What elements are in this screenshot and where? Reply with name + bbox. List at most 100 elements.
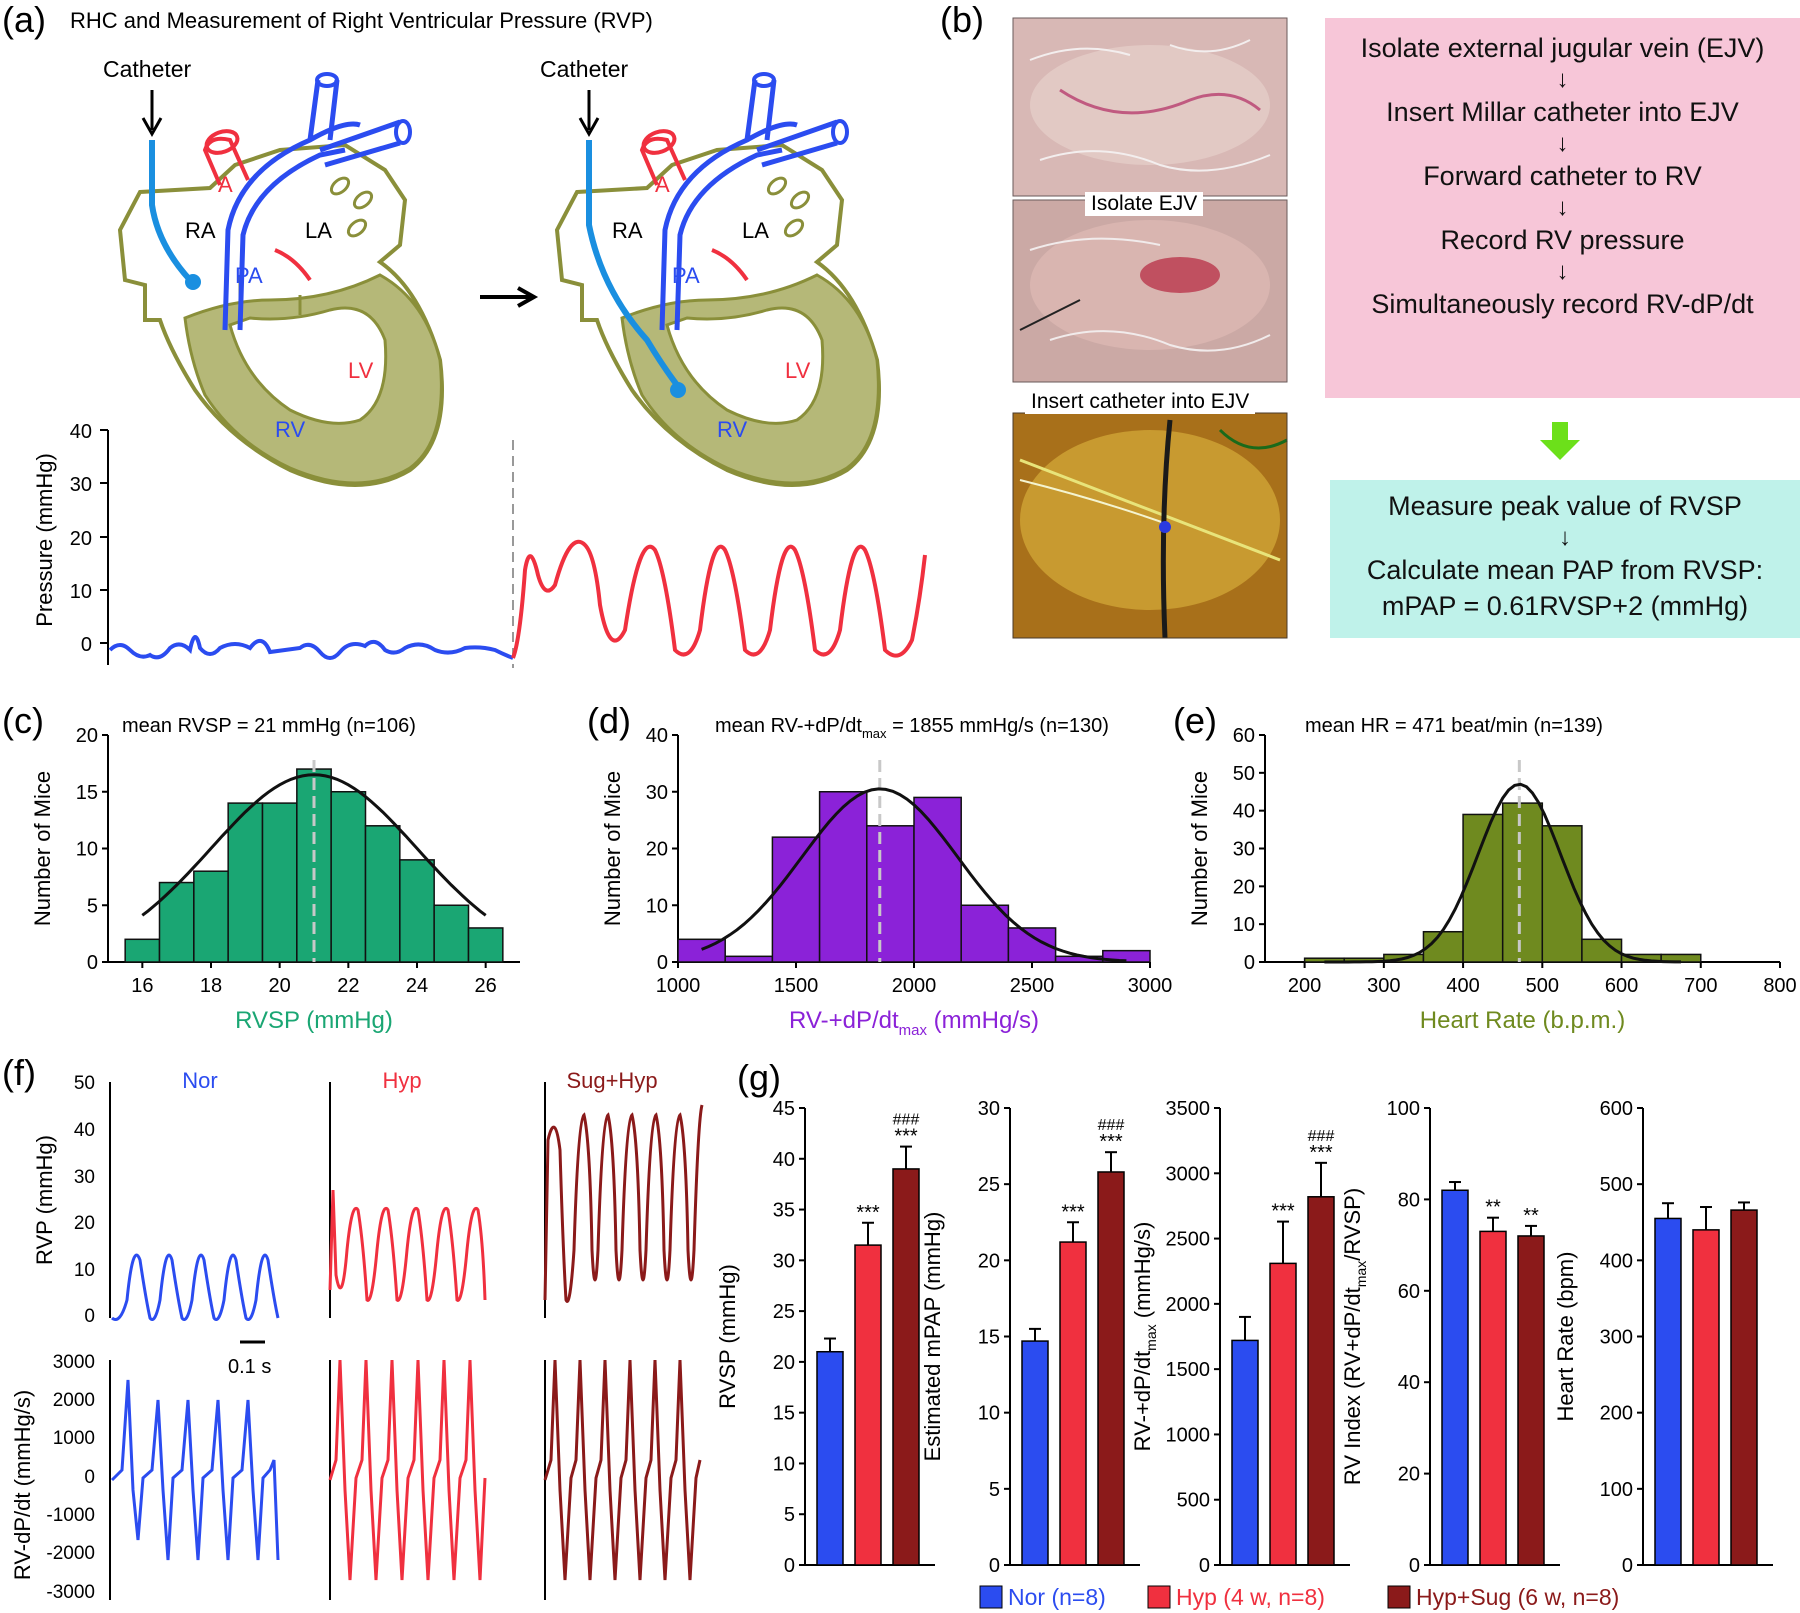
y-axis-label-sub: max — [1143, 1324, 1159, 1350]
y-tick-label: 30 — [773, 1250, 795, 1272]
pressure-trace-after — [511, 539, 927, 659]
y-axis-label: RVSP (mmHg) — [715, 1264, 740, 1409]
analysis-step-3: mPAP = 0.61RVSP+2 (mmHg) — [1381, 591, 1749, 621]
panel-e-label: (e) — [1173, 700, 1217, 741]
histogram-bar — [818, 791, 868, 963]
pa-top-opening — [752, 72, 776, 88]
y-tick-label: 20 — [773, 1352, 795, 1374]
y-tick-label: 10 — [1233, 914, 1255, 936]
flow-arrow-icon: ↓ — [1556, 194, 1569, 221]
photo-dissection-2 — [1012, 199, 1288, 383]
y-axis-label: RV-+dP/dtmax (mmHg/s) — [1130, 1222, 1159, 1452]
legend-swatch-nor — [979, 1585, 1003, 1609]
y-tick-label: 20 — [1233, 876, 1255, 898]
dpdt-tick: 1000 — [53, 1428, 95, 1449]
y-tick-label: 5 — [784, 1504, 795, 1526]
scale-bar: 0.1 s — [228, 1340, 271, 1378]
x-tick-label: 200 — [1288, 975, 1321, 997]
histogram-bar — [193, 870, 229, 963]
bar — [816, 1350, 844, 1566]
static-layer: (a) RHC and Measurement of Right Ventric… — [2, 0, 1619, 1610]
chart-layer: 16 18 20 22 24 26 0 5 10 15 20 Number of Mice RVSP (… — [30, 725, 1797, 1577]
protocol-step-2: Insert Millar catheter into EJV — [1386, 97, 1739, 127]
significance-label: *** — [1061, 1201, 1085, 1223]
flow-arrow-icon: ↓ — [1556, 258, 1569, 285]
x-tick-label: 26 — [475, 975, 497, 997]
chamber-PA: PA — [672, 263, 700, 288]
photo-catheter — [1012, 412, 1288, 639]
chamber-RA: RA — [185, 218, 216, 243]
histogram-bar — [227, 802, 264, 963]
y-tick-label: 0 — [1244, 952, 1255, 974]
x-axis-label-prefix: RV-+dP/dt — [789, 1007, 899, 1034]
panel-a-label: (a) — [2, 0, 46, 40]
histogram-bar — [124, 938, 161, 963]
la-valve — [711, 248, 749, 282]
y-tick-label: 15 — [978, 1327, 1000, 1349]
y-tick-label: 0 — [989, 1555, 1000, 1577]
protocol-step-5: Simultaneously record RV-dP/dt — [1371, 289, 1754, 319]
aorta-opening — [641, 129, 677, 155]
y-tick-label: 0 — [784, 1555, 795, 1577]
catheter-label: Catheter — [540, 56, 629, 82]
bar — [1517, 1235, 1545, 1566]
y-tick-label: 20 — [978, 1250, 1000, 1272]
bar — [1097, 1171, 1125, 1566]
y-tick-label: 100 — [1387, 1098, 1420, 1120]
catheter-tip — [185, 274, 201, 290]
y-tick-label: 20 — [646, 839, 668, 861]
heart-outline — [117, 142, 444, 487]
y-tick-label: 40 — [773, 1149, 795, 1171]
pulmonary-artery — [659, 79, 798, 331]
y-tick-label: 60 — [1233, 725, 1255, 747]
x-tick-label: 18 — [200, 975, 222, 997]
y-axis-label: Number of Mice — [30, 771, 55, 926]
bar — [1059, 1241, 1087, 1566]
catheter-tip — [670, 382, 686, 398]
dpdt-trace-nor — [110, 1379, 280, 1561]
bar — [1730, 1209, 1758, 1566]
x-axis-label: Heart Rate (b.p.m.) — [1420, 1007, 1625, 1034]
legend-swatch-hyp — [1147, 1585, 1171, 1609]
bar — [1479, 1230, 1507, 1566]
legend-label-sug: Hyp+Sug (6 w, n=8) — [1416, 1584, 1619, 1610]
x-tick-label: 400 — [1446, 975, 1479, 997]
chamber-RV: RV — [717, 417, 747, 442]
hash-label: ### — [1308, 1128, 1335, 1145]
group-label-nor: Nor — [182, 1068, 217, 1093]
pulmonary-vein-1 — [766, 176, 788, 196]
pa-right-opening — [394, 119, 412, 145]
group-label-sug: Sug+Hyp — [566, 1068, 657, 1093]
histogram-bar — [1501, 802, 1544, 963]
x-tick-label: 1000 — [656, 975, 701, 997]
histogram-bar — [399, 859, 435, 963]
histogram-bar — [913, 796, 962, 963]
aorta — [639, 136, 687, 186]
significance-label: ** — [1523, 1205, 1539, 1227]
y-axis-label-prefix: RV Index (RV+dP/dt — [1340, 1287, 1365, 1485]
y-tick-label: 10 — [646, 895, 668, 917]
la-valve — [274, 248, 312, 282]
panel-g-label: (g) — [737, 1057, 781, 1098]
y-tick-label: 100 — [1600, 1479, 1633, 1501]
dpdt-tick: -1000 — [46, 1505, 95, 1526]
chamber-LA: LA — [305, 218, 332, 243]
bar — [1307, 1196, 1335, 1566]
rvp-trace-nor — [111, 1253, 280, 1321]
analysis-step-2: Calculate mean PAP from RVSP: — [1366, 555, 1764, 585]
y-axis-label: Number of Mice — [600, 771, 625, 926]
y-tick-label: 2500 — [1166, 1229, 1211, 1251]
y-tick-label: 0 — [1199, 1555, 1210, 1577]
y-tick-label: 40 — [1398, 1372, 1420, 1394]
histogram-bar — [724, 955, 774, 963]
legend-swatch-sug — [1387, 1585, 1411, 1609]
y-tick-label: 30 — [1233, 839, 1255, 861]
significance-label: *** — [856, 1202, 880, 1224]
bar — [1654, 1217, 1682, 1566]
catheter-label: Catheter — [103, 56, 192, 82]
y-tick-label: 30 — [646, 782, 668, 804]
annotation-suffix: = 1855 mmHg/s (n=130) — [887, 715, 1109, 737]
x-tick-label: 600 — [1605, 975, 1638, 997]
y-tick-label: 10 — [76, 839, 98, 861]
rvp-trace-sug — [543, 1104, 704, 1303]
